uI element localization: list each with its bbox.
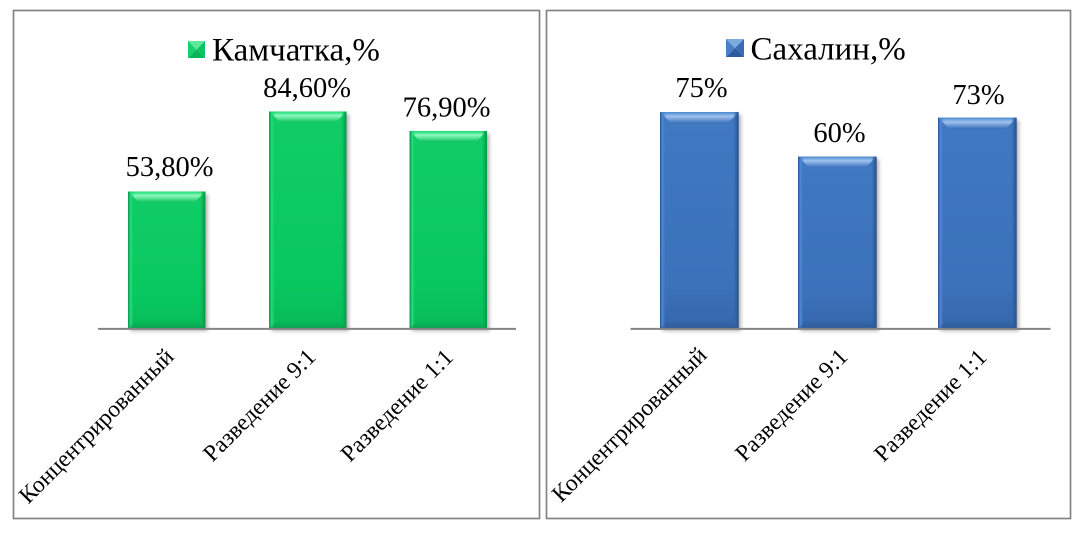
svg-text:76,90%: 76,90% xyxy=(403,93,491,124)
svg-text:53,80%: 53,80% xyxy=(126,152,214,183)
svg-text:84,60%: 84,60% xyxy=(263,73,351,104)
svg-text:60%: 60% xyxy=(813,118,865,149)
svg-text:Камчатка,%: Камчатка,% xyxy=(212,33,380,69)
svg-text:73%: 73% xyxy=(952,80,1004,111)
svg-text:Сахалин,%: Сахалин,% xyxy=(751,32,906,68)
svg-text:75%: 75% xyxy=(675,73,727,104)
